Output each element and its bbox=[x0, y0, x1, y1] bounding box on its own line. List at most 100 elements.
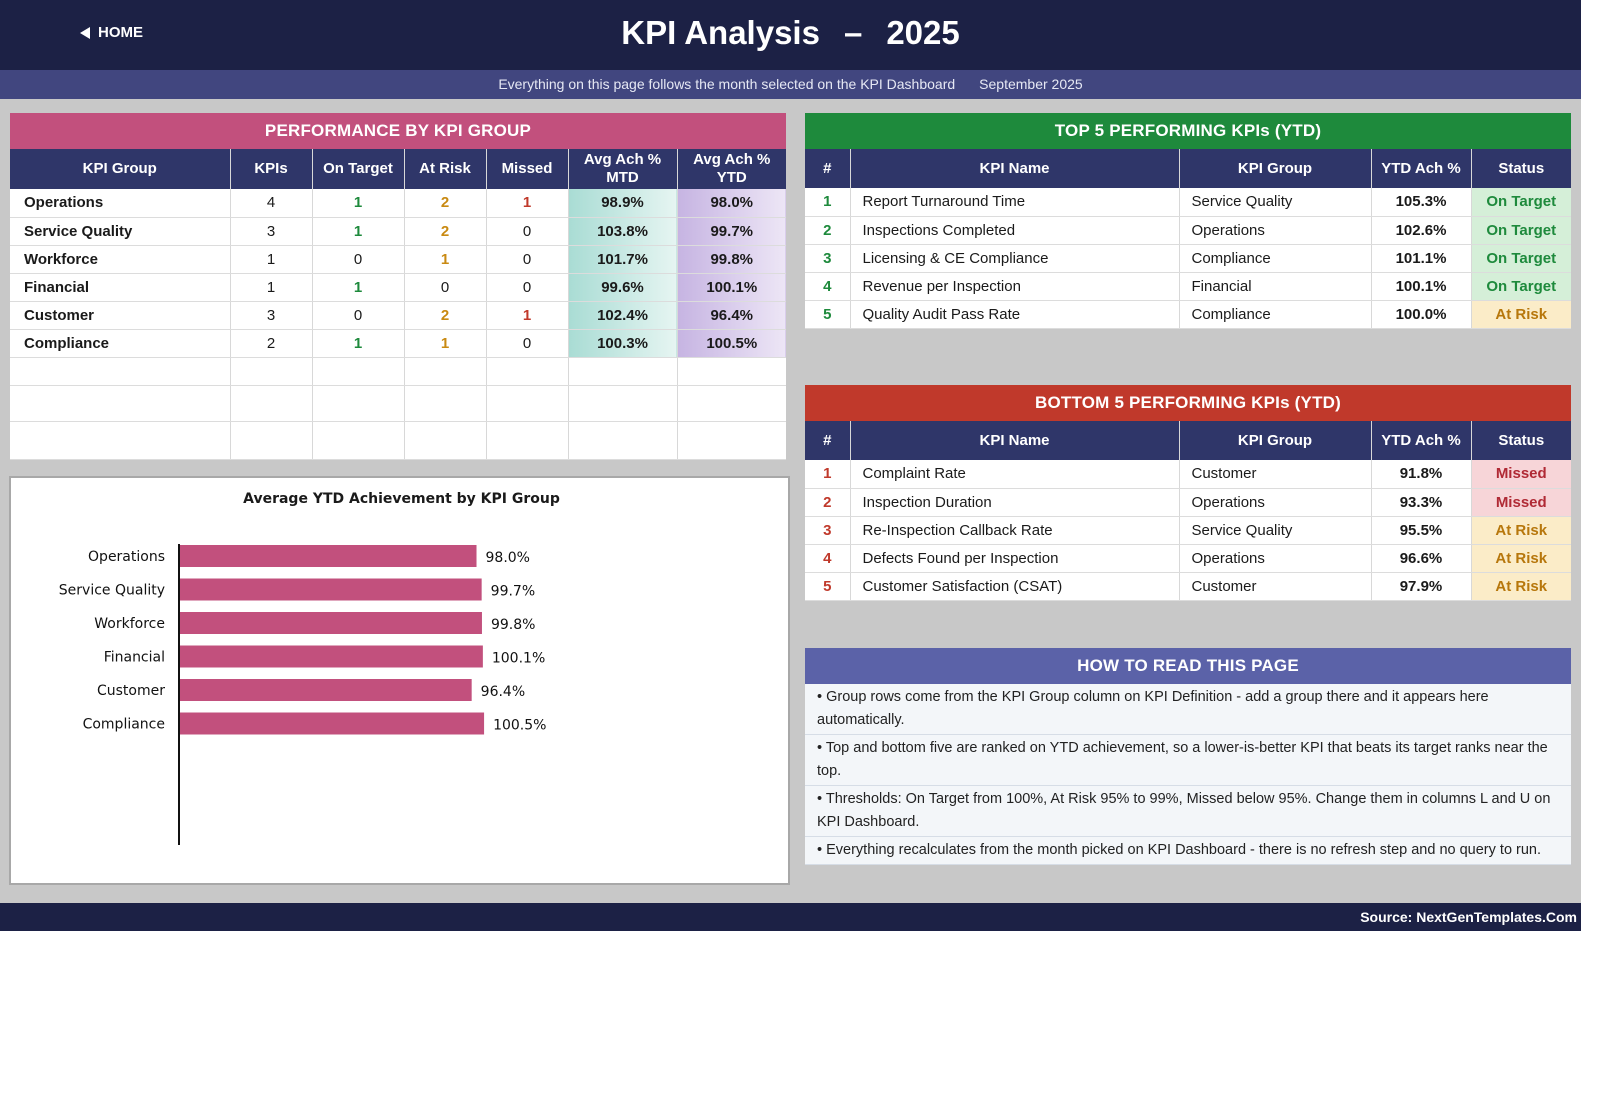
missed-cell: 0 bbox=[486, 217, 569, 246]
table-row: 3 Licensing & CE Compliance Compliance 101.… bbox=[805, 244, 1571, 273]
kpi-group-cell: Service Quality bbox=[1179, 188, 1372, 217]
rank-cell: 5 bbox=[805, 300, 851, 329]
table-row: 1 Complaint Rate Customer 91.8% Missed bbox=[805, 460, 1571, 489]
col-kpi-name: KPI Name bbox=[850, 421, 1180, 460]
col-kpis: KPIs bbox=[230, 149, 313, 189]
group-cell: Operations bbox=[10, 189, 231, 218]
category-label: Operations bbox=[88, 549, 165, 565]
value-label: 100.1% bbox=[492, 651, 545, 667]
ytd-cell: 105.3% bbox=[1371, 188, 1472, 217]
source-credit: Source: NextGenTemplates.Com bbox=[1360, 909, 1577, 925]
status-badge: On Target bbox=[1471, 272, 1571, 301]
empty-row bbox=[10, 357, 786, 386]
howto-title: HOW TO READ THIS PAGE bbox=[805, 648, 1571, 684]
col-on-target: On Target bbox=[312, 149, 405, 189]
table-row: 3 Re-Inspection Callback Rate Service Qual… bbox=[805, 516, 1571, 545]
subtitle-note: Everything on this page follows the mont… bbox=[498, 76, 956, 92]
kpis-cell: 3 bbox=[230, 217, 313, 246]
performance-header-row: KPI Group KPIs On Target At Risk Missed … bbox=[10, 149, 786, 189]
back-arrow-icon bbox=[80, 26, 90, 39]
bottom5-panel: BOTTOM 5 PERFORMING KPIs (YTD) # KPI Nam… bbox=[805, 385, 1571, 601]
col-kpi-group: KPI Group bbox=[1179, 149, 1372, 188]
rank-cell: 3 bbox=[805, 244, 851, 273]
kpi-name-cell: Revenue per Inspection bbox=[850, 272, 1180, 301]
title-dash: – bbox=[843, 14, 863, 51]
kpis-cell: 1 bbox=[230, 273, 313, 302]
status-badge: At Risk bbox=[1471, 300, 1571, 329]
group-cell: Workforce bbox=[10, 245, 231, 274]
status-badge: On Target bbox=[1471, 188, 1571, 217]
col-kpi-name: KPI Name bbox=[850, 149, 1180, 188]
title-text: KPI Analysis bbox=[621, 14, 820, 51]
value-label: 98.0% bbox=[486, 550, 530, 566]
kpi-name-cell: Defects Found per Inspection bbox=[850, 544, 1180, 573]
col-status: Status bbox=[1471, 421, 1571, 460]
page-header: HOME KPI Analysis –2025 bbox=[0, 0, 1581, 70]
chart-svg: Operations 98.0% Service Quality 99.7% Workf… bbox=[59, 544, 546, 845]
selected-month: September 2025 bbox=[979, 76, 1083, 92]
ytd-cell: 99.7% bbox=[677, 217, 786, 246]
table-row: 1 Report Turnaround Time Service Quality 10… bbox=[805, 188, 1571, 217]
missed-cell: 0 bbox=[486, 273, 569, 302]
howto-item: • Top and bottom five are ranked on YTD … bbox=[805, 735, 1571, 786]
table-row: 2 Inspection Duration Operations 93.3% Misse… bbox=[805, 488, 1571, 517]
rank-cell: 2 bbox=[805, 488, 851, 517]
ytd-cell: 102.6% bbox=[1371, 216, 1472, 245]
ytd-achievement-chart: Average YTD Achievement by KPI Group Ope… bbox=[9, 476, 790, 885]
col-avg-mtd: Avg Ach % MTD bbox=[568, 149, 678, 189]
group-cell: Customer bbox=[10, 301, 231, 330]
bottom5-title: BOTTOM 5 PERFORMING KPIs (YTD) bbox=[805, 385, 1571, 421]
kpi-group-cell: Service Quality bbox=[1179, 516, 1372, 545]
table-row: Operations 4 1 2 1 98.9% 98.0% bbox=[10, 189, 786, 218]
on-target-cell: 1 bbox=[312, 329, 405, 358]
table-row: Financial 1 1 0 0 99.6% 100.1% bbox=[10, 273, 786, 302]
category-label: Financial bbox=[104, 650, 165, 666]
home-button[interactable]: HOME bbox=[80, 24, 143, 41]
empty-row bbox=[10, 421, 786, 460]
ytd-cell: 100.0% bbox=[1371, 300, 1472, 329]
top5-panel: TOP 5 PERFORMING KPIs (YTD) # KPI Name K… bbox=[805, 113, 1571, 329]
status-badge: Missed bbox=[1471, 460, 1571, 489]
table-row: 5 Quality Audit Pass Rate Compliance 100.0%… bbox=[805, 300, 1571, 329]
kpi-group-cell: Compliance bbox=[1179, 300, 1372, 329]
how-to-read-panel: HOW TO READ THIS PAGE • Group rows come … bbox=[805, 648, 1571, 865]
col-rank: # bbox=[805, 421, 851, 460]
table-row: 4 Defects Found per Inspection Operations 9… bbox=[805, 544, 1571, 573]
rank-cell: 2 bbox=[805, 216, 851, 245]
kpi-name-cell: Complaint Rate bbox=[850, 460, 1180, 489]
category-label: Compliance bbox=[83, 717, 165, 733]
howto-item: • Group rows come from the KPI Group col… bbox=[805, 684, 1571, 735]
top5-title: TOP 5 PERFORMING KPIs (YTD) bbox=[805, 113, 1571, 149]
col-status: Status bbox=[1471, 149, 1571, 188]
kpi-name-cell: Report Turnaround Time bbox=[850, 188, 1180, 217]
col-kpi-group: KPI Group bbox=[10, 149, 231, 189]
bottom5-header-row: # KPI Name KPI Group YTD Ach % Status bbox=[805, 421, 1571, 460]
bar-compliance bbox=[180, 712, 485, 735]
title-year: 2025 bbox=[886, 14, 960, 51]
col-kpi-group: KPI Group bbox=[1179, 421, 1372, 460]
missed-cell: 1 bbox=[486, 189, 569, 218]
col-ytd-ach: YTD Ach % bbox=[1371, 421, 1472, 460]
kpis-cell: 4 bbox=[230, 189, 313, 218]
category-label: Service Quality bbox=[59, 583, 165, 599]
kpi-group-cell: Compliance bbox=[1179, 244, 1372, 273]
status-badge: At Risk bbox=[1471, 572, 1571, 601]
col-ytd-ach: YTD Ach % bbox=[1371, 149, 1472, 188]
kpi-group-cell: Operations bbox=[1179, 488, 1372, 517]
value-label: 96.4% bbox=[481, 684, 525, 700]
mtd-cell: 103.8% bbox=[568, 217, 678, 246]
table-row: Service Quality 3 1 2 0 103.8% 99.7% bbox=[10, 217, 786, 246]
group-cell: Service Quality bbox=[10, 217, 231, 246]
at-risk-cell: 2 bbox=[404, 217, 487, 246]
bar-workforce bbox=[180, 612, 482, 634]
kpi-group-cell: Operations bbox=[1179, 544, 1372, 573]
chart-title: Average YTD Achievement by KPI Group bbox=[243, 491, 560, 507]
bar-service-quality bbox=[180, 578, 482, 601]
bar-customer bbox=[180, 679, 472, 701]
kpi-group-cell: Operations bbox=[1179, 216, 1372, 245]
page-title: KPI Analysis –2025 bbox=[0, 14, 1581, 52]
value-label: 100.5% bbox=[493, 718, 546, 734]
table-row: Compliance 2 1 1 0 100.3% 100.5% bbox=[10, 329, 786, 358]
